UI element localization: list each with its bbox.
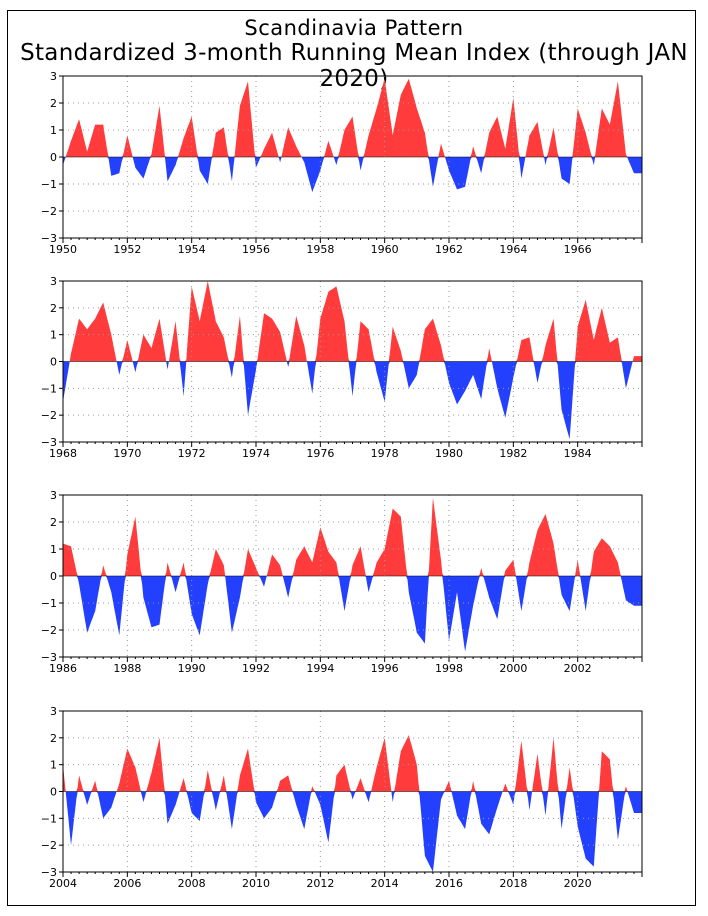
chart-title: Scandinavia Pattern xyxy=(244,16,464,40)
positive-area-series xyxy=(63,497,642,576)
negative-area-series xyxy=(63,157,642,193)
y-tick-label: 0 xyxy=(50,570,57,583)
y-tick-label: −1 xyxy=(41,597,57,610)
x-tick-label: 2014 xyxy=(371,877,399,890)
x-tick-label: 1992 xyxy=(242,662,270,675)
x-tick-label: 1954 xyxy=(178,243,206,256)
y-tick-label: −3 xyxy=(41,866,57,879)
y-tick-label: 2 xyxy=(50,732,57,745)
figure-frame xyxy=(7,10,696,906)
y-tick-label: 0 xyxy=(50,356,57,369)
y-tick-label: −2 xyxy=(41,624,57,637)
y-tick-label: 0 xyxy=(50,786,57,799)
negative-area-series xyxy=(63,791,642,872)
x-tick-label: 2002 xyxy=(564,662,592,675)
x-tick-label: 1986 xyxy=(49,662,77,675)
x-tick-label: 1952 xyxy=(113,243,141,256)
x-tick-label: 1970 xyxy=(113,447,141,460)
x-tick-label: 1964 xyxy=(499,243,527,256)
x-tick-label: 1958 xyxy=(306,243,334,256)
x-tick-label: 2004 xyxy=(49,877,77,890)
x-tick-label: 1998 xyxy=(435,662,463,675)
y-tick-label: −3 xyxy=(41,651,57,664)
negative-area-series xyxy=(63,576,642,652)
x-tick-label: 1966 xyxy=(564,243,592,256)
y-tick-label: −2 xyxy=(41,839,57,852)
x-tick-label: 1996 xyxy=(371,662,399,675)
x-tick-label: 1988 xyxy=(113,662,141,675)
y-tick-label: −3 xyxy=(41,436,57,449)
x-tick-label: 1960 xyxy=(371,243,399,256)
y-tick-label: 3 xyxy=(50,70,57,83)
chart-subtitle: Standardized 3-month Running Mean Index … xyxy=(20,40,688,92)
y-tick-label: 1 xyxy=(50,329,57,342)
y-tick-label: 1 xyxy=(50,124,57,137)
y-tick-label: 3 xyxy=(50,489,57,502)
y-tick-label: 1 xyxy=(50,759,57,772)
x-tick-label: 1968 xyxy=(49,447,77,460)
y-tick-label: 2 xyxy=(50,302,57,315)
y-tick-label: 3 xyxy=(50,275,57,288)
positive-area-series xyxy=(63,735,642,792)
negative-area-series xyxy=(63,361,642,440)
x-tick-label: 2008 xyxy=(178,877,206,890)
x-tick-label: 1994 xyxy=(306,662,334,675)
x-tick-label: 1950 xyxy=(49,243,77,256)
x-tick-label: 1972 xyxy=(178,447,206,460)
x-tick-label: 1980 xyxy=(435,447,463,460)
y-tick-label: 2 xyxy=(50,516,57,529)
x-tick-label: 1982 xyxy=(499,447,527,460)
positive-area-series xyxy=(63,78,642,157)
x-tick-label: 2020 xyxy=(564,877,592,890)
y-tick-label: −1 xyxy=(41,382,57,395)
y-tick-label: −2 xyxy=(41,205,57,218)
y-tick-label: −3 xyxy=(41,232,57,245)
x-tick-label: 1974 xyxy=(242,447,270,460)
x-tick-label: 1978 xyxy=(371,447,399,460)
y-tick-label: 2 xyxy=(50,97,57,110)
y-tick-label: −1 xyxy=(41,178,57,191)
x-tick-label: 2018 xyxy=(499,877,527,890)
x-tick-label: 2012 xyxy=(306,877,334,890)
x-tick-label: 2000 xyxy=(499,662,527,675)
x-tick-label: 1956 xyxy=(242,243,270,256)
x-tick-label: 1990 xyxy=(178,662,206,675)
title-block: Scandinavia Pattern Standardized 3-month… xyxy=(0,16,708,92)
y-tick-label: −2 xyxy=(41,409,57,422)
y-tick-label: 1 xyxy=(50,543,57,556)
positive-area-series xyxy=(63,281,642,362)
y-tick-label: −1 xyxy=(41,812,57,825)
y-tick-label: 3 xyxy=(50,705,57,718)
x-tick-label: 1976 xyxy=(306,447,334,460)
x-tick-label: 2010 xyxy=(242,877,270,890)
x-tick-label: 1962 xyxy=(435,243,463,256)
x-tick-label: 1984 xyxy=(564,447,592,460)
x-tick-label: 2016 xyxy=(435,877,463,890)
x-tick-label: 2006 xyxy=(113,877,141,890)
y-tick-label: 0 xyxy=(50,151,57,164)
